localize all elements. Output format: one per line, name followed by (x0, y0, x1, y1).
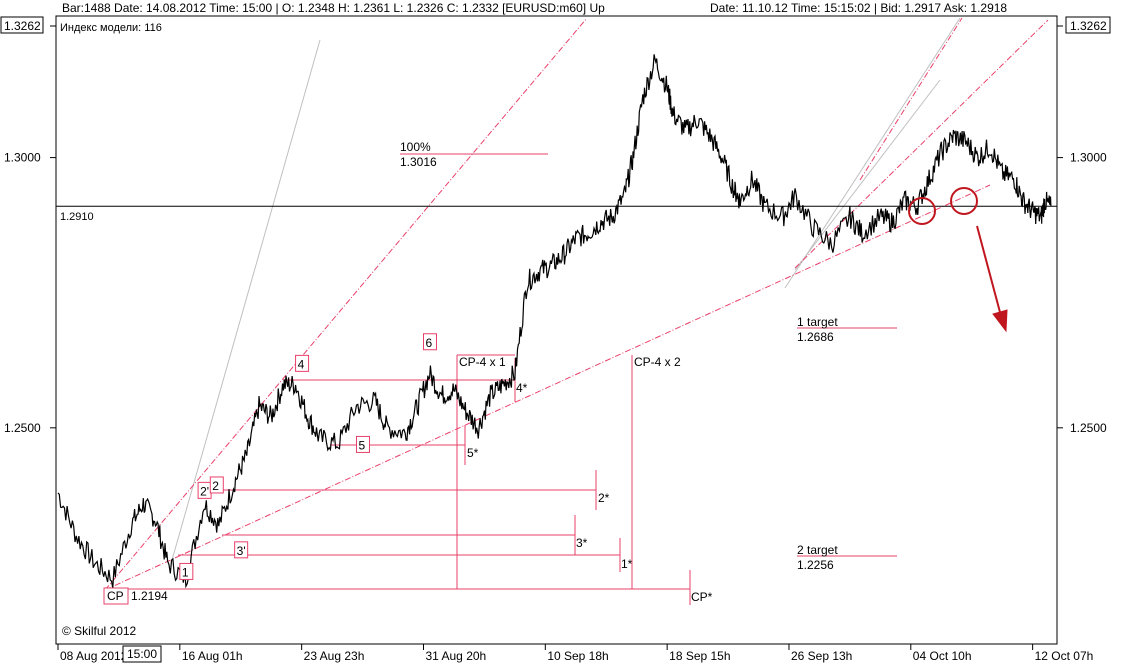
wave-label-box (209, 476, 224, 494)
y-tick-box-left (1, 148, 43, 165)
y-tick-label-left: 1.2500 (4, 421, 41, 435)
three-star-label: 3* (576, 536, 588, 550)
wave-labels: 1 2' 2 3' 4 5 6 (179, 333, 437, 580)
y-tick-box-right (1066, 148, 1110, 165)
wave-label: 3' (237, 544, 246, 558)
bar-info: Bar:1488 Date: 14.08.2012 Time: 15:00 | … (62, 1, 605, 15)
y-tick-label-left: 1.3262 (4, 19, 41, 33)
cp4x2-label: CP-4 x 2 (634, 355, 681, 369)
wave-label-box (355, 435, 370, 453)
one-star-label: 1* (621, 557, 633, 571)
guide-line-right-1 (784, 17, 961, 289)
guide-lines (171, 17, 961, 561)
wave-label-box (234, 541, 249, 559)
wave-label: 4 (298, 357, 305, 371)
guide-line-steep (171, 39, 321, 561)
wave-label: 2' (200, 484, 209, 498)
trend-line-upper (104, 17, 588, 591)
circle-marker-2 (950, 187, 978, 215)
highlight-markers (908, 187, 1008, 333)
wave-label-box (295, 354, 310, 372)
four-star-label: 4* (516, 381, 528, 395)
y-axis-right: 1.3262 1.3000 1.2500 (1057, 16, 1111, 435)
cp-star-label: CP* (691, 590, 713, 604)
two-star-label: 2* (598, 491, 610, 505)
y-tick-label-right: 1.3262 (1070, 19, 1107, 33)
y-axis-left: 1.3262 1.3000 1.2500 (0, 16, 56, 435)
target-100-value: 1.3016 (400, 155, 437, 169)
copyright-label: © Skilful 2012 (62, 624, 137, 638)
x-tick-label: 31 Aug 20h (425, 649, 486, 663)
cursor-time-label: 15:00 (127, 647, 157, 661)
x-tick-label: 08 Aug 2012 (60, 649, 128, 663)
x-tick-label: 26 Sep 13h (791, 649, 852, 663)
y-tick-box-right (1066, 418, 1110, 435)
wave-label: 2 (212, 479, 219, 493)
wave-label-box (179, 562, 194, 580)
five-star-label: 5* (467, 446, 479, 460)
wave-label: 5 (358, 438, 365, 452)
guide-line-right-2 (794, 79, 941, 271)
x-axis: 08 Aug 2012 16 Aug 01h 23 Aug 23h 31 Aug 20… (57, 644, 1094, 663)
cp-label: CP (107, 589, 124, 603)
target-1-name: 1 target (797, 315, 838, 329)
trend-line-lower (104, 184, 991, 591)
target-100-name: 100% (400, 140, 431, 154)
x-tick-label: 10 Sep 18h (547, 649, 608, 663)
down-arrow (976, 225, 1002, 317)
x-tick-label: 18 Sep 15h (669, 649, 730, 663)
target-labels: 100% 1.3016 1 target 1.2686 2 target 1.2… (400, 140, 838, 572)
trend-line-right (794, 19, 1049, 269)
projection-labels: CP 1.2194 CP* 1* 2* 3* 4* 5* CP-4 x 1 CP… (103, 355, 713, 605)
plot-area[interactable] (55, 15, 1058, 645)
cp-box (103, 587, 129, 605)
target-2-name: 2 target (797, 543, 838, 557)
x-tick-label: 04 Oct 10h (913, 649, 972, 663)
y-tick-label-right: 1.3000 (1070, 151, 1107, 165)
trend-lines (104, 17, 1049, 591)
cp-value-label: 1.2194 (131, 589, 168, 603)
trend-line-right-steep (859, 17, 963, 181)
y-tick-box-right (1065, 16, 1111, 34)
cp4x1-label: CP-4 x 1 (459, 355, 506, 369)
y-tick-label-left: 1.3000 (4, 151, 41, 165)
current-price-label: 1.2910 (60, 211, 94, 223)
y-tick-box-left (0, 16, 44, 34)
down-arrow-head (992, 309, 1008, 333)
cursor-time-box (122, 645, 162, 663)
wave-label: 6 (425, 336, 432, 350)
datetime-info: Date: 11.10.12 Time: 15:15:02 | Bid: 1.2… (710, 1, 1007, 15)
target-1-value: 1.2686 (797, 330, 834, 344)
x-tick-label: 23 Aug 23h (304, 649, 365, 663)
x-tick-label: 16 Aug 01h (182, 649, 243, 663)
y-tick-label-right: 1.2500 (1070, 421, 1107, 435)
y-tick-box-left (1, 418, 43, 435)
wave-label-box (422, 333, 437, 351)
wave-label: 1 (182, 565, 189, 579)
circle-marker-1 (908, 197, 936, 225)
model-index: Индекс модели: 116 (60, 22, 162, 34)
x-tick-label: 12 Oct 07h (1035, 649, 1094, 663)
target-2-value: 1.2256 (797, 558, 834, 572)
